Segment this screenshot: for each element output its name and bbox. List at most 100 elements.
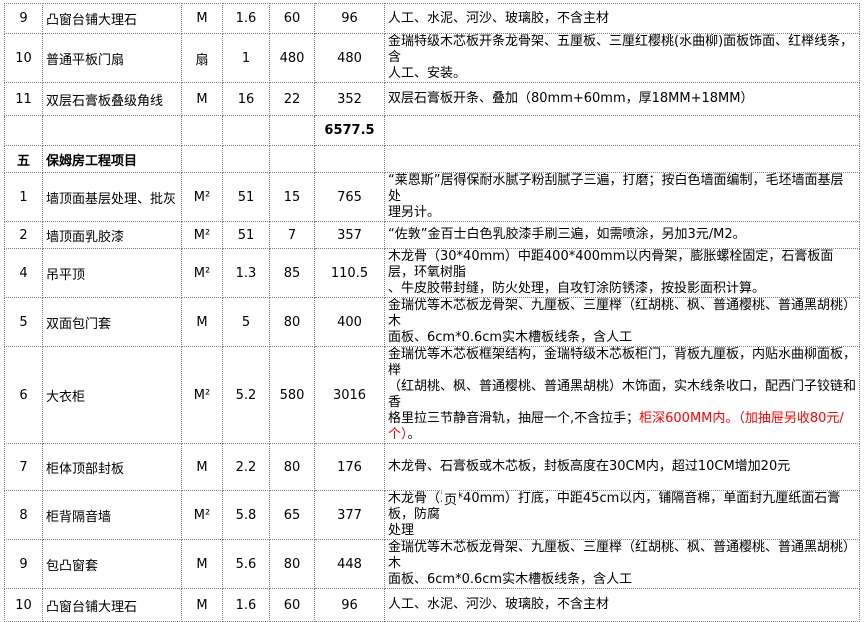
item-name-cell bbox=[42, 115, 182, 146]
item-name-cell: 双面包门套 bbox=[42, 297, 182, 347]
red-note-text: 柜深600MM内。（加抽屉另收80元/个） bbox=[388, 411, 844, 442]
unit-cell: 扇 bbox=[181, 33, 223, 83]
unit-cell: M² bbox=[181, 248, 223, 298]
item-name-cell: 柜体顶部封板 bbox=[42, 443, 182, 491]
item-name-cell: 大衣柜 bbox=[42, 346, 182, 444]
description-text: 金瑞特级木芯板开条龙骨架、五厘板、三厘红樱桃(水曲柳)面板饰面、红榉线条，含 人… bbox=[388, 34, 854, 82]
quantity-cell: 51 bbox=[222, 221, 270, 249]
unit-price-cell: 65 bbox=[269, 490, 315, 540]
description-text: “莱恩斯”居得保耐水腻子粉刮腻子三遍，打磨；按白色墙面编制，毛坯墙面基层处 理另… bbox=[388, 173, 844, 221]
table-row: 8 柜背隔音墙 M² 5.8 65 377 木龙骨（30*40mm）打底，中距45cm以内，… bbox=[4, 490, 860, 540]
quantity-cell: 5.8 bbox=[222, 490, 270, 540]
quantity-cell: 5.6 bbox=[222, 539, 270, 589]
total-cell: 377 bbox=[314, 490, 385, 540]
description-cell: 木龙骨、石膏板或木芯板，封板高度在30CM内，超过10CM增加20元 bbox=[384, 443, 860, 491]
quantity-cell: 1.6 bbox=[222, 3, 270, 34]
quantity-cell: 1 bbox=[222, 33, 270, 83]
total-cell: 6577.5 bbox=[314, 115, 385, 146]
description-cell: “佐敦”金百士白色乳胶漆手刷三遍，如需喷涂，另加3元/M2。 bbox=[384, 221, 860, 249]
description-text: 人工、水泥、河沙、玻璃胶，不含主材 bbox=[388, 10, 610, 26]
table-row: 10 凸窗台铺大理石 M 1.6 60 96 人工、水泥、河沙、玻璃胶，不含主材 bbox=[4, 588, 860, 622]
unit-cell bbox=[181, 145, 223, 173]
row-number-cell: 10 bbox=[4, 33, 43, 83]
table-row: 1 墙顶面基层处理、批灰 M² 51 15 765 “莱恩斯”居得保耐水腻子粉刮腻子三遍，打… bbox=[4, 172, 860, 222]
quantity-cell: 1.6 bbox=[222, 588, 270, 622]
row-number-cell: 4 bbox=[4, 248, 43, 298]
total-cell: 480 bbox=[314, 33, 385, 83]
table-row: 6 大衣柜 M² 5.2 580 3016 金瑞优等木芯板框架结构，金瑞特级木芯板柜门，背板… bbox=[4, 346, 860, 444]
row-number-cell: 11 bbox=[4, 82, 43, 116]
row-number-cell: 9 bbox=[4, 539, 43, 589]
unit-cell: M bbox=[181, 3, 223, 34]
unit-price-cell: 22 bbox=[269, 82, 315, 116]
unit-cell bbox=[181, 115, 223, 146]
total-cell: 448 bbox=[314, 539, 385, 589]
description-text: 双层石膏板开条、叠加（80mm+60mm，厚18MM+18MM） bbox=[388, 91, 754, 106]
description-cell: 木龙骨（30*40mm）中距400*400mm以内骨架，膨胀螺栓固定，石膏板面层… bbox=[384, 248, 860, 298]
table-row: 4 吊平顶 M² 1.3 85 110.5 木龙骨（30*40mm）中距400*400mm以… bbox=[4, 248, 860, 298]
description-text: “佐敦”金百士白色乳胶漆手刷三遍，如需喷涂，另加3元/M2。 bbox=[388, 227, 746, 242]
total-cell: 400 bbox=[314, 297, 385, 347]
description-cell bbox=[384, 115, 860, 146]
description-cell: 人工、水泥、河沙、玻璃胶，不含主材 bbox=[384, 588, 860, 622]
quantity-cell: 1.3 bbox=[222, 248, 270, 298]
row-number-cell: 五 bbox=[4, 145, 43, 173]
unit-cell: M bbox=[181, 297, 223, 347]
unit-cell: M² bbox=[181, 221, 223, 249]
table-row: 5 双面包门套 M 5 80 400 金瑞优等木芯板龙骨架、九厘板、三厘榉（红胡桃、枫、普通… bbox=[4, 297, 860, 347]
total-cell: 357 bbox=[314, 221, 385, 249]
quantity-cell: 16 bbox=[222, 82, 270, 116]
table-row: 10 普通平板门扇扇 1 480 480 金瑞特级木芯板开条龙骨架、五厘板、三厘红樱桃(水… bbox=[4, 33, 860, 83]
total-cell: 352 bbox=[314, 82, 385, 116]
unit-price-cell: 80 bbox=[269, 297, 315, 347]
description-cell: “莱恩斯”居得保耐水腻子粉刮腻子三遍，打磨；按白色墙面编制，毛坯墙面基层处 理另… bbox=[384, 172, 860, 222]
row-number-cell: 9 bbox=[4, 3, 43, 34]
table-row: 9 凸窗台铺大理石 M 1.6 60 96 人工、水泥、河沙、玻璃胶，不含主材 bbox=[4, 3, 860, 34]
quote-table-body: 9 凸窗台铺大理石 M 1.6 60 96 人工、水泥、河沙、玻璃胶，不含主材 10 普通平板门… bbox=[4, 3, 860, 622]
unit-price-cell: 60 bbox=[269, 3, 315, 34]
item-name-cell: 凸窗台铺大理石 bbox=[42, 3, 182, 34]
table-row: 11 双层石膏板叠级角线 M 16 22 352 双层石膏板开条、叠加（80mm+60mm，… bbox=[4, 82, 860, 116]
unit-price-cell: 580 bbox=[269, 346, 315, 444]
quantity-cell bbox=[222, 145, 270, 173]
description-cell bbox=[384, 145, 860, 173]
row-number-cell: 10 bbox=[4, 588, 43, 622]
unit-cell: M bbox=[181, 588, 223, 622]
description-cell: 人工、水泥、河沙、玻璃胶，不含主材 bbox=[384, 3, 860, 34]
unit-price-cell: 480 bbox=[269, 33, 315, 83]
item-name-cell: 吊平顶 bbox=[42, 248, 182, 298]
quotation-sheet: 9 凸窗台铺大理石 M 1.6 60 96 人工、水泥、河沙、玻璃胶，不含主材 10 普通平板门… bbox=[4, 3, 860, 622]
unit-price-cell: 60 bbox=[269, 588, 315, 622]
description-text: 人工、水泥、河沙、玻璃胶，不含主材 bbox=[388, 597, 610, 612]
row-number-cell: 1 bbox=[4, 172, 43, 222]
description-text: 木龙骨（30*40mm）中距400*400mm以内骨架，膨胀螺栓固定，石膏板面层… bbox=[388, 249, 834, 297]
item-name-cell: 保姆房工程项目 bbox=[42, 145, 182, 173]
table-row: 2 墙顶面乳胶漆 M² 51 7 357 “佐敦”金百士白色乳胶漆手刷三遍，如需喷涂，另加3… bbox=[4, 221, 860, 249]
quantity-cell: 5.2 bbox=[222, 346, 270, 444]
unit-price-cell: 7 bbox=[269, 221, 315, 249]
unit-cell: M² bbox=[181, 490, 223, 540]
total-cell: 765 bbox=[314, 172, 385, 222]
unit-cell: M² bbox=[181, 172, 223, 222]
quotation-table: 9 凸窗台铺大理石 M 1.6 60 96 人工、水泥、河沙、玻璃胶，不含主材 10 普通平板门… bbox=[4, 3, 860, 622]
table-row: 7 柜体顶部封板 M 2.2 80 176 木龙骨、石膏板或木芯板，封板高度在30CM内，超… bbox=[4, 443, 860, 491]
description-text: 。 bbox=[407, 427, 421, 442]
unit-price-cell: 80 bbox=[269, 539, 315, 589]
section-header-row: 五保姆房工程项目 bbox=[4, 145, 860, 173]
unit-price-cell: 85 bbox=[269, 248, 315, 298]
row-number-cell: 2 bbox=[4, 221, 43, 249]
description-text: 金瑞优等木芯板框架结构，金瑞特级木芯板柜门，背板九厘板，内贴水曲柳面板，榉 （红… bbox=[388, 347, 857, 427]
total-cell: 110.5 bbox=[314, 248, 385, 298]
quantity-cell: 2.2 bbox=[222, 443, 270, 491]
row-number-cell: 8 bbox=[4, 490, 43, 540]
unit-cell: M bbox=[181, 443, 223, 491]
table-row: 9 包凸窗套 M 5.6 80 448 金瑞优等木芯板龙骨架、九厘板、三厘榉（红胡桃、枫、普… bbox=[4, 539, 860, 589]
description-cell: 金瑞优等木芯板龙骨架、九厘板、三厘榉（红胡桃、枫、普通樱桃、普通黑胡桃）木 面板… bbox=[384, 539, 860, 589]
quantity-cell: 5 bbox=[222, 297, 270, 347]
item-name-cell: 普通平板门扇 bbox=[42, 33, 182, 83]
page-footer-marker: 页 bbox=[442, 489, 460, 508]
unit-price-cell bbox=[269, 115, 315, 146]
item-name-cell: 柜背隔音墙 bbox=[42, 490, 182, 540]
row-number-cell bbox=[4, 115, 43, 146]
quantity-cell bbox=[222, 115, 270, 146]
